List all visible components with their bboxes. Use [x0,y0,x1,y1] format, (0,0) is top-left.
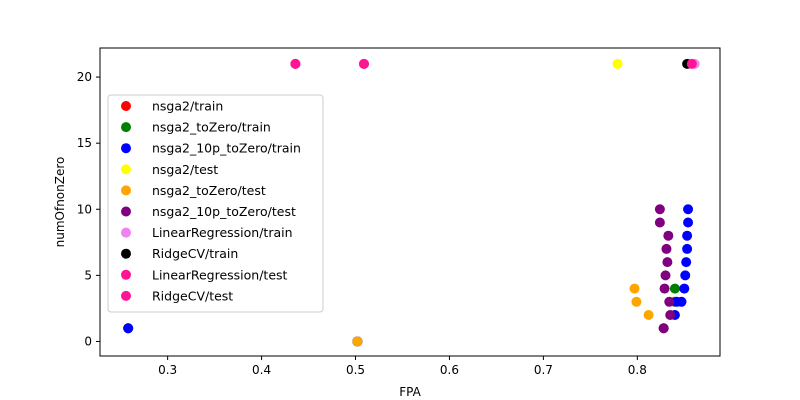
legend-marker [121,101,131,111]
scatter-point [654,204,665,215]
legend-marker [121,269,131,280]
scatter-point [682,243,693,254]
legend-marker [121,227,131,238]
x-axis-label: FPA [399,385,421,399]
scatter-point [679,283,690,294]
x-axis: 0.3 0.4 0.5 0.6 0.7 0.8 [158,356,647,377]
legend-marker [121,143,131,154]
legend: nsga2/train nsga2_toZero/train nsga2_10p_t… [107,94,324,313]
x-tick-label: 0.7 [534,363,553,377]
scatter-point [352,336,363,347]
legend-label: nsga2_10p_toZero/train [152,141,301,156]
x-tick-label: 0.4 [252,363,271,377]
legend-label: nsga2/train [152,99,223,114]
scatter-point [680,270,691,281]
x-tick-label: 0.6 [440,363,459,377]
scatter-point [123,323,134,334]
scatter-point [664,296,675,307]
y-tick-label: 5 [84,268,92,282]
legend-marker [121,248,131,259]
scatter-point [643,310,654,321]
y-axis: 0 5 10 15 20 [77,70,100,348]
legend-label: nsga2_toZero/train [152,120,271,135]
x-tick-label: 0.5 [346,363,365,377]
scatter-point [659,283,670,294]
scatter-point [660,270,671,281]
legend-marker [121,122,131,133]
legend-label: nsga2_10p_toZero/test [152,204,296,219]
y-tick-label: 15 [77,136,92,150]
legend-label: nsga2_toZero/test [152,183,266,198]
scatter-point [358,58,369,69]
scatter-point [662,257,673,268]
legend-label: RidgeCV/train [152,246,238,261]
scatter-point [683,204,694,215]
scatter-point [663,230,674,241]
y-axis-label: numOfnonZero [53,157,67,248]
scatter-point [661,243,672,254]
y-tick-label: 10 [77,202,92,216]
scatter-point [631,296,642,307]
legend-label: LinearRegression/train [152,225,293,240]
legend-marker [121,206,131,217]
scatter-point [681,257,692,268]
scatter-point [665,310,676,321]
y-tick-label: 20 [77,70,92,84]
x-tick-label: 0.3 [158,363,177,377]
points-layer [123,58,700,347]
x-tick-label: 0.8 [628,363,647,377]
legend-marker [121,164,131,175]
scatter-point [290,58,301,69]
scatter-point [686,58,697,69]
scatter-point [669,283,680,294]
scatter-point [676,296,687,307]
plot-frame [99,47,721,357]
legend-marker [121,290,131,301]
scatter-point [629,283,640,294]
legend-label: nsga2/test [152,162,218,177]
scatter-point [658,323,669,334]
y-tick-label: 0 [84,334,92,348]
scatter-point [683,217,694,228]
legend-box [107,94,324,313]
legend-marker [121,185,131,196]
scatter-point [612,58,623,69]
scatter-point [654,217,665,228]
scatter-point [682,230,693,241]
legend-label: LinearRegression/test [152,267,288,282]
legend-label: RidgeCV/test [152,288,233,303]
